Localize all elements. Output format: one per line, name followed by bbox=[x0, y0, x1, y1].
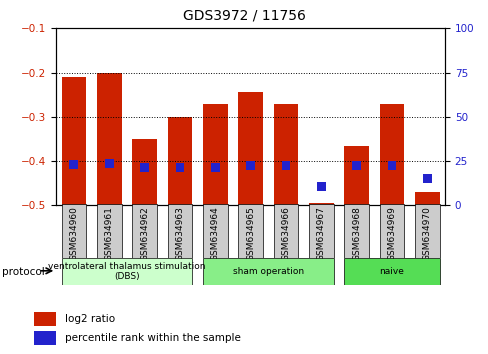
Text: GSM634962: GSM634962 bbox=[140, 206, 149, 261]
Bar bbox=[414, 192, 439, 205]
Text: GSM634964: GSM634964 bbox=[210, 206, 219, 261]
Text: naive: naive bbox=[379, 267, 404, 276]
Bar bbox=[308, 203, 333, 205]
Text: GSM634969: GSM634969 bbox=[386, 206, 396, 261]
Bar bbox=[203, 204, 227, 258]
Text: GSM634963: GSM634963 bbox=[175, 206, 184, 261]
Bar bbox=[140, 163, 149, 172]
Bar bbox=[281, 161, 290, 170]
Bar bbox=[344, 204, 368, 258]
Bar bbox=[61, 258, 192, 285]
Text: GSM634968: GSM634968 bbox=[351, 206, 361, 261]
Text: GSM634965: GSM634965 bbox=[245, 206, 255, 261]
Bar bbox=[203, 104, 227, 205]
Bar bbox=[132, 139, 157, 205]
Bar bbox=[61, 77, 86, 205]
Text: GSM634966: GSM634966 bbox=[281, 206, 290, 261]
Bar bbox=[414, 204, 439, 258]
Text: GDS3972 / 11756: GDS3972 / 11756 bbox=[183, 9, 305, 23]
Bar bbox=[379, 204, 404, 258]
Bar bbox=[273, 104, 298, 205]
Bar bbox=[69, 160, 78, 169]
Bar bbox=[104, 159, 113, 168]
Bar bbox=[379, 104, 404, 205]
Text: GSM634960: GSM634960 bbox=[69, 206, 78, 261]
Text: GSM634970: GSM634970 bbox=[422, 206, 431, 261]
Bar bbox=[245, 161, 255, 170]
Bar bbox=[61, 204, 86, 258]
Text: protocol: protocol bbox=[2, 267, 45, 277]
Bar bbox=[308, 204, 333, 258]
Bar bbox=[238, 92, 263, 205]
Bar bbox=[132, 204, 157, 258]
Bar bbox=[167, 117, 192, 205]
Bar bbox=[316, 182, 325, 191]
Bar bbox=[210, 163, 219, 172]
Text: ventrolateral thalamus stimulation
(DBS): ventrolateral thalamus stimulation (DBS) bbox=[48, 262, 205, 281]
Bar bbox=[351, 161, 360, 170]
Bar bbox=[344, 145, 368, 205]
Text: log2 ratio: log2 ratio bbox=[65, 314, 115, 324]
Bar bbox=[97, 73, 122, 205]
Bar bbox=[175, 163, 184, 172]
Bar bbox=[344, 258, 439, 285]
Bar bbox=[167, 204, 192, 258]
Bar bbox=[203, 258, 333, 285]
Bar bbox=[34, 312, 56, 326]
Bar bbox=[34, 331, 56, 345]
Bar bbox=[273, 204, 298, 258]
Bar bbox=[238, 204, 263, 258]
Text: GSM634961: GSM634961 bbox=[104, 206, 114, 261]
Text: GSM634967: GSM634967 bbox=[316, 206, 325, 261]
Text: sham operation: sham operation bbox=[232, 267, 303, 276]
Bar bbox=[97, 204, 122, 258]
Bar bbox=[387, 161, 396, 170]
Bar bbox=[422, 175, 431, 183]
Text: percentile rank within the sample: percentile rank within the sample bbox=[65, 333, 241, 343]
